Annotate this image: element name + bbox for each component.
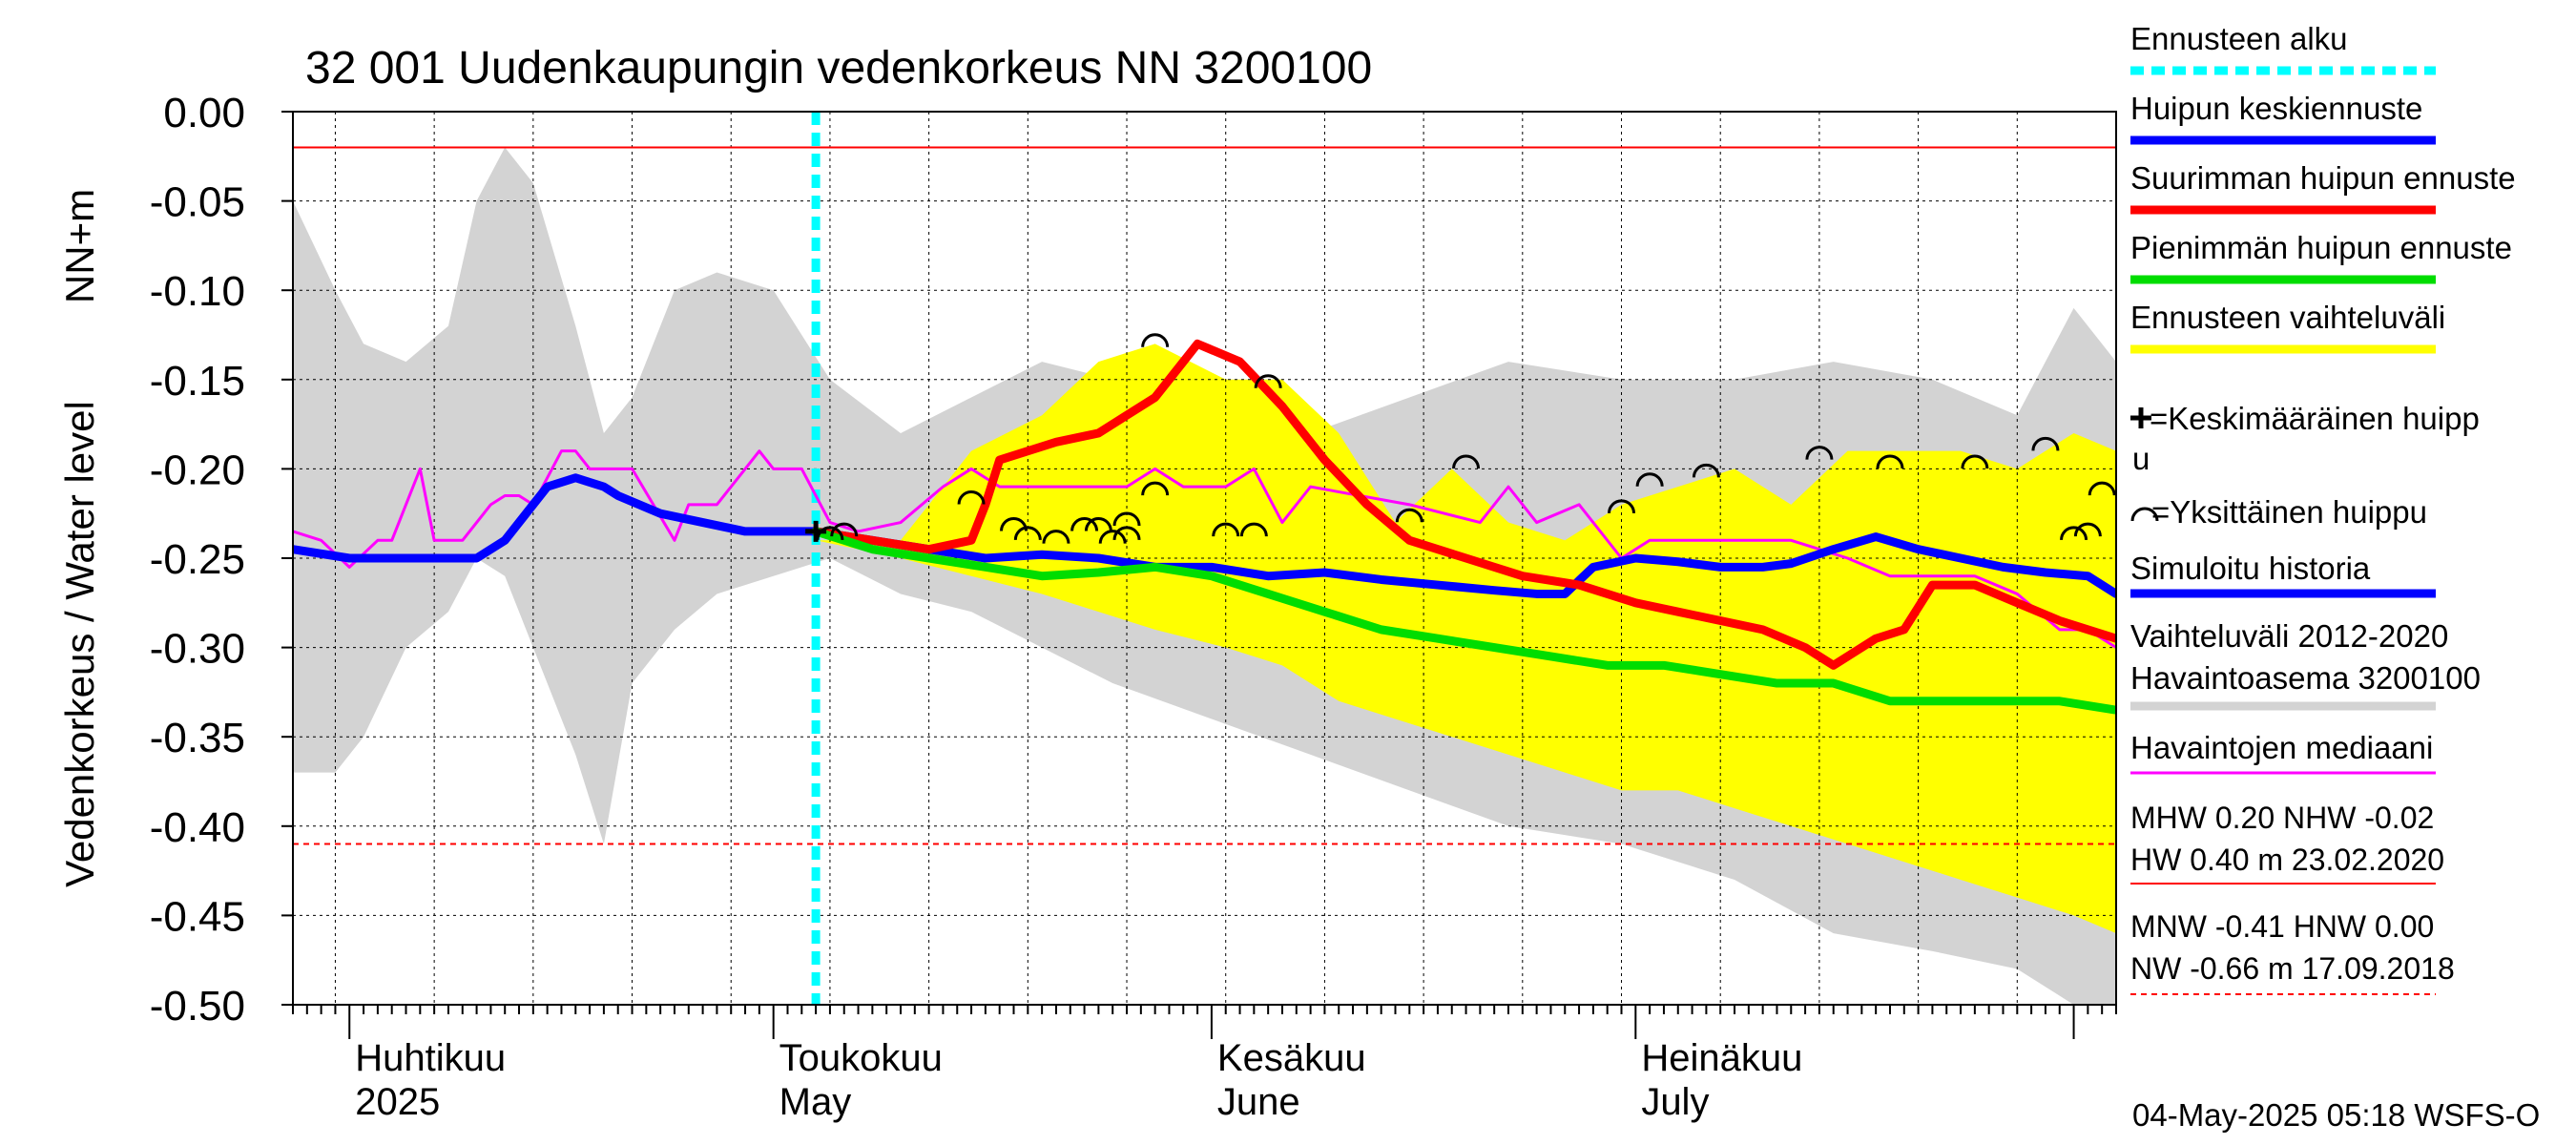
single-peak-marker: [1635, 472, 1664, 487]
legend-range-label: Vaihteluväli 2012-2020: [2130, 618, 2448, 654]
single-peak-marker: [1141, 333, 1170, 347]
x-month-sublabel: May: [779, 1081, 852, 1123]
series-line-huipun-keskiennuste: [811, 527, 2116, 598]
y-tick-label: -0.40: [150, 804, 245, 851]
single-peak-marker: [1961, 454, 1989, 469]
single-peak-marker: [1608, 499, 1636, 513]
legend-median-label: Havaintojen mediaani: [2130, 730, 2433, 765]
single-peak-marker: [2073, 522, 2102, 537]
legend-mean-peak-icon: [2130, 407, 2151, 428]
series-line-suurimman-huipun-ennuste: [811, 339, 2116, 670]
legend-item-label: Suurimman huipun ennuste: [2130, 160, 2516, 196]
single-peak-marker: [1212, 522, 1240, 537]
single-peak-marker: [1013, 526, 1042, 541]
single-peak-marker: [1805, 446, 1834, 460]
y-axis-unit-label: NN+m: [57, 189, 102, 303]
x-month-sublabel: July: [1641, 1081, 1709, 1123]
single-peak-marker: [830, 522, 859, 537]
y-tick-label: -0.05: [150, 179, 245, 226]
x-month-label: Heinäkuu: [1641, 1037, 1802, 1079]
single-peak-marker: [1395, 508, 1423, 523]
legend-item-label: Ennusteen alku: [2130, 21, 2348, 56]
y-tick-label: -0.30: [150, 626, 245, 673]
mean-peak-marker: [805, 520, 827, 542]
single-peak-marker: [1112, 526, 1141, 541]
legend-item-label: Huipun keskiennuste: [2130, 91, 2422, 126]
chart-title: 32 001 Uudenkaupungin vedenkorkeus NN 32…: [305, 43, 1372, 94]
single-peak-marker: [1042, 530, 1070, 544]
x-month-label: Toukokuu: [779, 1037, 943, 1079]
single-peak-marker: [1254, 374, 1282, 388]
legend-stats-mhw: MHW 0.20 NHW -0.02: [2130, 801, 2434, 835]
x-month-sublabel: 2025: [355, 1081, 440, 1123]
legend-item-label: Pienimmän huipun ennuste: [2130, 230, 2512, 265]
legend-single-peak-icon: [2130, 507, 2159, 522]
legend-sim-history-label: Simuloitu historia: [2130, 551, 2371, 586]
single-peak-marker: [1098, 530, 1127, 544]
legend-range-label-continued: Havaintoasema 3200100: [2130, 660, 2481, 696]
single-peak-marker: [2060, 526, 2088, 541]
single-peak-marker: [1239, 522, 1268, 537]
x-month-label: Kesäkuu: [1217, 1037, 1366, 1079]
y-tick-label: -0.20: [150, 447, 245, 493]
series-line-pienimman-huipun-ennuste: [811, 527, 2116, 715]
x-month-sublabel: June: [1217, 1081, 1300, 1123]
single-peak-marker: [1070, 517, 1099, 531]
single-peak-marker: [1084, 517, 1112, 531]
single-peak-marker: [957, 489, 986, 505]
legend-mean-peak-label: =Keskimääräinen huipp: [2150, 401, 2480, 436]
y-tick-label: -0.35: [150, 715, 245, 761]
legend-stats-nw: NW -0.66 m 17.09.2018: [2130, 951, 2455, 986]
x-month-label: Huhtikuu: [355, 1037, 506, 1079]
series-line-simuloitu-historia: [293, 473, 821, 563]
single-peak-marker: [816, 526, 844, 541]
single-peak-marker: [2031, 436, 2060, 451]
y-tick-label: -0.45: [150, 893, 245, 940]
single-peak-marker: [1141, 481, 1170, 496]
legend-stats-mnw: MNW -0.41 HNW 0.00: [2130, 909, 2434, 944]
y-tick-label: -0.10: [150, 268, 245, 315]
y-tick-label: -0.50: [150, 983, 245, 1030]
single-peak-marker: [1452, 454, 1481, 469]
legend-item-label: Ennusteen vaihteluväli: [2130, 300, 2445, 335]
y-axis-label: Vedenkorkeus / Water level: [57, 401, 102, 887]
band-forecast-range: [816, 344, 2116, 934]
legend-mean-peak-label-continued: u: [2132, 441, 2150, 476]
y-tick-label: -0.25: [150, 536, 245, 583]
y-tick-label: 0.00: [163, 90, 245, 136]
single-peak-marker: [1876, 454, 1904, 469]
single-peak-marker: [1112, 511, 1141, 527]
single-peak-marker: [1692, 463, 1720, 478]
legend-stats-hw: HW 0.40 m 23.02.2020: [2130, 843, 2444, 877]
legend-single-peak-label: =Yksittäinen huippu: [2151, 494, 2427, 530]
single-peak-marker: [2088, 481, 2116, 496]
series-line-havaintojen-mediaani: [293, 449, 2116, 650]
footer-timestamp: 04-May-2025 05:18 WSFS-O: [2132, 1097, 2540, 1133]
y-tick-label: -0.15: [150, 358, 245, 405]
